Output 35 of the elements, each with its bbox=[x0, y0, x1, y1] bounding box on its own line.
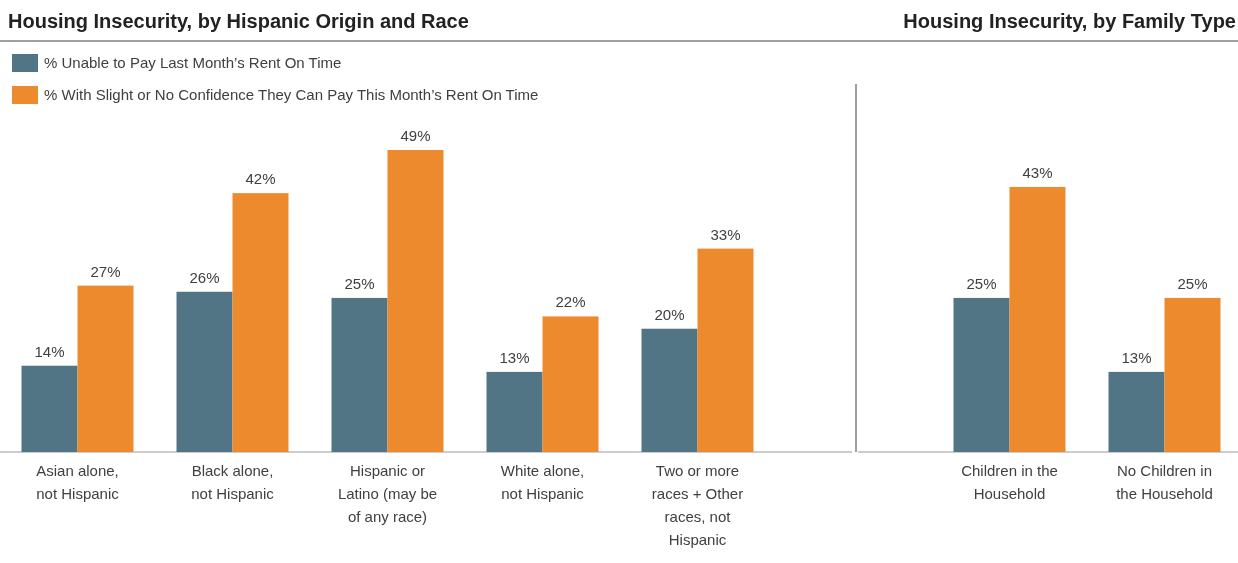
data-label: 25% bbox=[966, 274, 997, 292]
data-label: 13% bbox=[499, 348, 530, 366]
bar bbox=[232, 193, 289, 452]
data-label: 25% bbox=[344, 274, 375, 292]
bar bbox=[176, 291, 233, 452]
data-label: 20% bbox=[654, 305, 685, 323]
bar bbox=[21, 365, 78, 452]
bar bbox=[77, 285, 134, 452]
bar bbox=[542, 316, 599, 452]
bar bbox=[697, 248, 754, 452]
x-tick-label: Black alone, not Hispanic bbox=[191, 462, 275, 502]
data-label: 13% bbox=[1121, 348, 1152, 366]
x-tick-label: Asian alone, not Hispanic bbox=[36, 462, 120, 502]
bar bbox=[641, 328, 698, 452]
data-label: 22% bbox=[555, 293, 586, 311]
data-label: 49% bbox=[400, 127, 431, 144]
x-tick-label: Two or more races + Other races, not Hispanic bbox=[651, 462, 744, 548]
data-label: 33% bbox=[710, 225, 741, 243]
data-label: 25% bbox=[1177, 274, 1208, 292]
bar bbox=[486, 371, 543, 452]
x-tick-label: No Children in the Household bbox=[1116, 462, 1213, 502]
data-label: 43% bbox=[1022, 163, 1053, 181]
data-label: 27% bbox=[90, 262, 121, 280]
legend-label: % Unable to Pay Last Month’s Rent On Time bbox=[44, 54, 342, 71]
chart-title: Housing Insecurity, by Hispanic Origin and Race bbox=[8, 10, 469, 32]
legend-label: % With Slight or No Confidence They Can Pay This Month’s Rent On Time bbox=[44, 86, 539, 103]
bar bbox=[331, 297, 388, 452]
x-tick-label: Hispanic or Latino (may be of any race) bbox=[337, 462, 438, 525]
x-tick-label: White alone, not Hispanic bbox=[500, 462, 585, 502]
data-label: 42% bbox=[245, 170, 276, 188]
data-label: 26% bbox=[189, 268, 220, 286]
chart-title: Housing Insecurity, by Family Type bbox=[903, 10, 1236, 32]
bar bbox=[387, 150, 444, 452]
x-tick-label: Children in the Household bbox=[961, 462, 1058, 502]
data-label: 14% bbox=[34, 342, 65, 360]
